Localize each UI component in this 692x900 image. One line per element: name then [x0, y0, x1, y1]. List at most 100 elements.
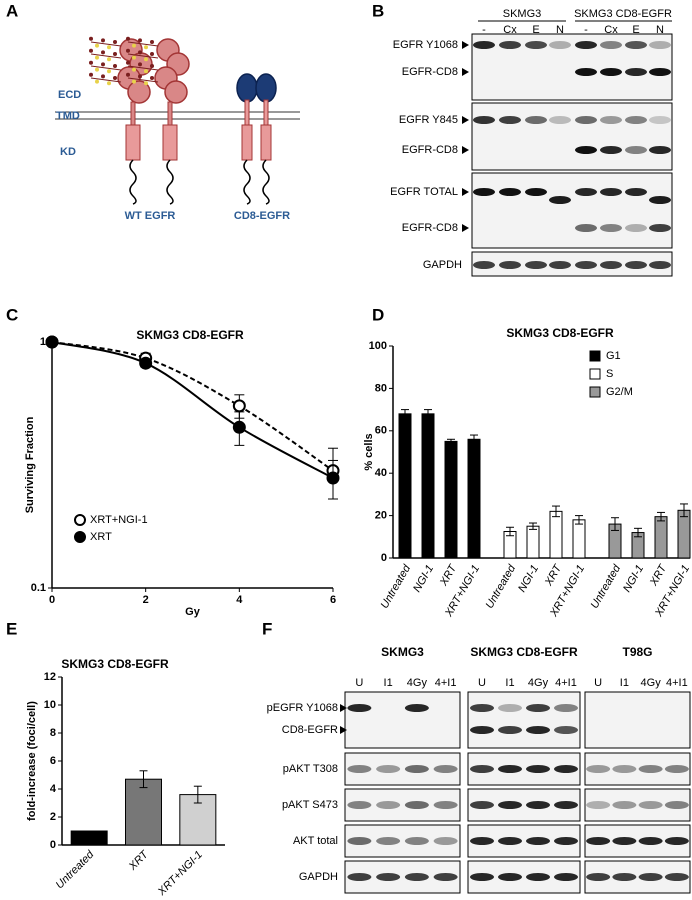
- point: [45, 335, 59, 349]
- glycan-unit: [95, 55, 99, 60]
- x-tick-label: XRT+NGI-1: [155, 849, 205, 899]
- x-tick-label: XRT: [647, 562, 669, 589]
- glycan-unit: [95, 79, 99, 84]
- x-tick-label: Untreated: [484, 562, 519, 611]
- band: [526, 801, 550, 809]
- tail: [166, 159, 174, 205]
- band: [470, 704, 494, 712]
- y-tick-label: 20: [375, 510, 387, 522]
- band: [625, 116, 647, 124]
- band: [470, 873, 494, 881]
- x-tick-label: 0: [49, 594, 55, 606]
- group-label: SKMG3 CD8-EGFR: [470, 645, 578, 659]
- row-label: pAKT S473: [282, 799, 338, 811]
- receptor-label: CD8-EGFR: [234, 210, 290, 222]
- band: [473, 41, 495, 49]
- y-tick-label: 8: [50, 727, 56, 739]
- tail: [262, 159, 270, 205]
- band: [473, 261, 495, 269]
- glycan-unit: [150, 64, 154, 68]
- glycan-unit: [138, 62, 142, 67]
- bar: [421, 413, 435, 559]
- chart-title: SKMG3 CD8-EGFR: [136, 328, 244, 342]
- x-tick-label: NGI-1: [411, 563, 436, 594]
- x-tick-label: Untreated: [54, 848, 97, 891]
- fit-line: [51, 341, 334, 479]
- lane-label: E: [632, 24, 639, 36]
- band: [347, 704, 372, 712]
- lane-label: 4+I1: [435, 677, 457, 689]
- y-tick-label: 40: [375, 467, 387, 479]
- lane-label: 4Gy: [641, 677, 662, 689]
- band: [575, 188, 597, 196]
- point: [326, 471, 340, 485]
- glycan-unit: [138, 74, 142, 79]
- band: [376, 801, 401, 809]
- panel-label: E: [6, 619, 17, 638]
- band: [600, 146, 622, 154]
- row-label: pAKT T308: [283, 763, 338, 775]
- legend-label: S: [606, 368, 613, 380]
- bar: [654, 516, 668, 559]
- band: [554, 801, 578, 809]
- lane-label: I1: [620, 677, 629, 689]
- x-tick-label: Untreated: [379, 562, 414, 611]
- band: [575, 261, 597, 269]
- glycan: [90, 53, 122, 59]
- band: [499, 116, 521, 124]
- blot: [344, 691, 461, 749]
- glycan-unit: [89, 60, 93, 65]
- legend-swatch: [589, 368, 601, 380]
- y-tick-label: 2: [50, 811, 56, 823]
- band: [554, 873, 578, 881]
- y-axis-label: % cells: [363, 433, 375, 470]
- chart-title: SKMG3 CD8-EGFR: [506, 326, 614, 340]
- chart-title: SKMG3 CD8-EGFR: [61, 657, 169, 671]
- panel-label: A: [6, 1, 18, 20]
- glycan-unit: [101, 62, 105, 67]
- y-tick-label: 4: [50, 783, 57, 795]
- glycan: [127, 41, 159, 47]
- band: [664, 837, 689, 845]
- arrowhead: [340, 726, 347, 734]
- cd8-domain: [236, 73, 258, 103]
- row-label: EGFR Y845: [399, 114, 458, 126]
- lane-label: I1: [384, 677, 393, 689]
- band: [498, 765, 522, 773]
- legend-swatch: [589, 350, 601, 362]
- kinase-domain: [125, 124, 141, 161]
- band: [638, 873, 663, 881]
- arrowhead: [462, 41, 469, 49]
- band: [649, 41, 671, 49]
- lane-label: -: [482, 24, 486, 36]
- band: [612, 801, 637, 809]
- glycan-unit: [150, 76, 154, 80]
- glycan-unit: [113, 76, 117, 80]
- point: [139, 356, 153, 370]
- lane-label: -: [584, 24, 588, 36]
- glycan-unit: [126, 72, 130, 77]
- glycan-unit: [138, 38, 142, 43]
- band: [404, 704, 429, 712]
- band: [649, 146, 671, 154]
- lane-label: N: [556, 24, 564, 36]
- band: [554, 837, 578, 845]
- bar: [125, 778, 162, 846]
- region-label: KD: [60, 146, 76, 158]
- glycan-unit: [150, 52, 154, 56]
- band: [612, 765, 637, 773]
- band: [600, 41, 622, 49]
- tail: [129, 159, 137, 205]
- row-label: GAPDH: [299, 871, 338, 883]
- band: [433, 765, 458, 773]
- band: [347, 801, 372, 809]
- lane-label: Cx: [503, 24, 517, 36]
- band: [600, 188, 622, 196]
- arrowhead: [462, 146, 469, 154]
- band: [575, 146, 597, 154]
- band: [625, 146, 647, 154]
- band: [473, 188, 495, 196]
- arrowhead: [462, 224, 469, 232]
- lane-label: U: [355, 677, 363, 689]
- band: [549, 261, 571, 269]
